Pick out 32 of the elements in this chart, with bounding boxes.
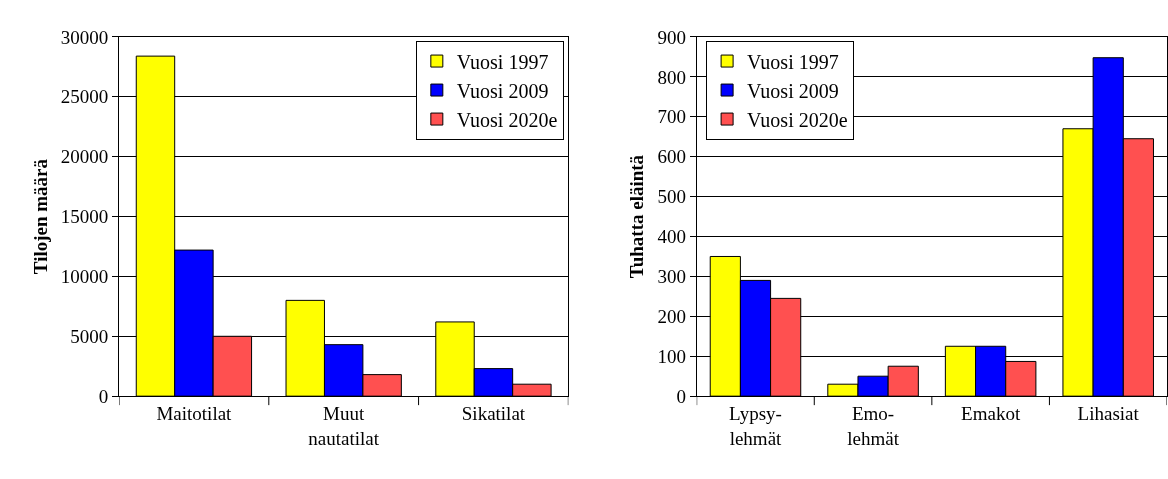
- legend-label: Vuosi 2009: [456, 79, 549, 102]
- y-tick-label: 15000: [60, 206, 109, 228]
- y-tick-label: 20000: [60, 146, 109, 168]
- y-tick-label: 25000: [60, 86, 109, 108]
- y-tick-label: 400: [657, 226, 686, 248]
- legend-label: Vuosi 2020e: [456, 108, 558, 131]
- y-axis-title: Tuhatta eläintä: [626, 154, 648, 279]
- y-tick-label: 200: [657, 305, 686, 327]
- x-tick-label: Lypsy- lehmät: [729, 402, 783, 449]
- y-tick-label: 700: [657, 106, 686, 128]
- y-axis-title: Tilojen määrä: [29, 158, 51, 275]
- y-tick-label: 0: [676, 385, 686, 407]
- x-tick-label: Lihasiat: [1077, 402, 1140, 424]
- legend-label: Vuosi 1997: [456, 50, 549, 73]
- y-tick-label: 0: [98, 385, 109, 407]
- x-tick-label: Sikatilat: [461, 402, 526, 424]
- x-tick-label: Maitotilat: [156, 402, 233, 424]
- y-tick-label: 10000: [60, 266, 109, 288]
- x-tick-label: Muut nautatilat: [308, 402, 380, 449]
- y-tick-label: 300: [657, 266, 686, 288]
- x-tick-label: Emo- lehmät: [847, 402, 900, 449]
- legend-label: Vuosi 2020e: [747, 108, 848, 131]
- y-tick-label: 900: [657, 26, 686, 48]
- y-tick-label: 5000: [70, 325, 109, 347]
- y-tick-label: 30000: [60, 26, 109, 48]
- legend-label: Vuosi 1997: [747, 50, 839, 73]
- y-tick-label: 800: [657, 66, 686, 88]
- y-tick-label: 600: [657, 146, 686, 168]
- x-tick-label: Emakot: [961, 402, 1021, 424]
- y-tick-label: 100: [657, 345, 686, 367]
- legend-label: Vuosi 2009: [747, 79, 839, 102]
- y-tick-label: 500: [657, 186, 686, 208]
